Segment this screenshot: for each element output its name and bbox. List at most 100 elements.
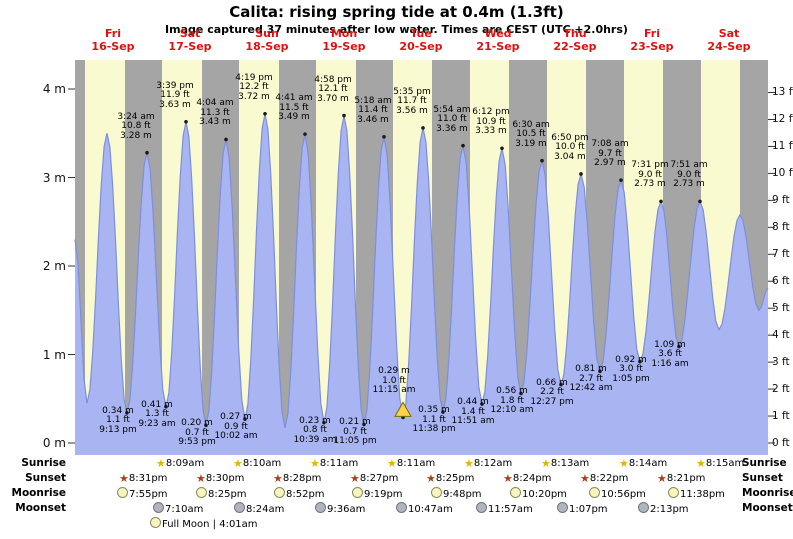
sunset-time: ★8:30pm <box>196 472 244 485</box>
moonset-row-label-left: Moonset <box>15 502 66 514</box>
low-tide-label: 0.35 m 1.1 ft 11:38 pm <box>412 405 456 435</box>
moonset-row-label-right: Moonset <box>742 502 793 514</box>
low-tide-label: 0.92 m 3.0 ft 1:05 pm <box>612 354 650 384</box>
sunset-star-icon: ★ <box>426 472 436 485</box>
low-tide-label: 0.21 m 0.7 ft 11:05 pm <box>333 417 377 447</box>
sunset-time: ★8:31pm <box>119 472 167 485</box>
night-band <box>663 60 701 455</box>
sunset-time: ★8:21pm <box>657 472 705 485</box>
day-header-tue-20-Sep: Tue 20-Sep <box>399 27 443 53</box>
moonrise-row-label-left: Moonrise <box>11 487 67 499</box>
high-tide-label: 7:51 am 9.0 ft 2.73 m <box>670 160 708 190</box>
high-tide-label: 6:50 pm 10.0 ft 3.04 m <box>551 132 589 162</box>
sunset-time-text: 8:28pm <box>282 473 322 484</box>
moonset-time-text: 9:36am <box>327 504 366 515</box>
sunset-time: ★8:25pm <box>426 472 474 485</box>
sunset-time-text: 8:21pm <box>666 473 706 484</box>
sunset-star-icon: ★ <box>350 472 360 485</box>
sunset-star-icon: ★ <box>503 472 513 485</box>
high-tide-label: 7:08 am 9.7 ft 2.97 m <box>591 139 629 169</box>
sunrise-star-icon: ★ <box>696 457 706 470</box>
left-axis-tick-label: 1 m <box>42 347 66 362</box>
low-tide-label: 0.29 m 1.0 ft 11:15 am <box>372 366 416 396</box>
night-band <box>586 60 624 455</box>
right-axis-tick-label: 2 ft <box>772 382 790 395</box>
sunrise-time: ★8:14am <box>619 457 667 470</box>
moonrise-moon-icon <box>117 487 128 498</box>
moonset-time: 9:36am <box>315 502 365 515</box>
moonset-moon-icon <box>557 502 568 513</box>
sunrise-time: ★8:12am <box>464 457 512 470</box>
moonrise-time: 10:20pm <box>510 487 567 500</box>
high-tide-label: 4:41 am 11.5 ft 3.49 m <box>275 93 313 123</box>
right-axis-tick-label: 13 ft <box>772 86 793 99</box>
low-tide-label: 0.56 m 1.8 ft 12:10 am <box>490 386 534 416</box>
moonrise-moon-icon <box>510 487 521 498</box>
moonset-time: 10:47am <box>396 502 453 515</box>
sunrise-row-label-right: Sunrise <box>742 457 787 469</box>
night-band <box>75 60 85 455</box>
moonset-time-text: 11:57am <box>488 504 533 515</box>
sunset-star-icon: ★ <box>657 472 667 485</box>
moonset-moon-icon <box>476 502 487 513</box>
right-axis-tick-label: 1 ft <box>772 409 790 422</box>
moonset-time: 1:07pm <box>557 502 608 515</box>
chart-title: Calita: rising spring tide at 0.4m (1.3f… <box>229 3 564 21</box>
moonset-time: 8:24am <box>234 502 284 515</box>
moonset-moon-icon <box>315 502 326 513</box>
moonrise-moon-icon <box>352 487 363 498</box>
sunset-time: ★8:24pm <box>503 472 551 485</box>
sunset-time-text: 8:30pm <box>205 473 245 484</box>
moonrise-time-text: 11:38pm <box>680 489 725 500</box>
sunrise-time: ★8:15am <box>696 457 744 470</box>
right-axis-tick-label: 0 ft <box>772 436 790 449</box>
moonset-time: 7:10am <box>153 502 203 515</box>
right-axis-tick-label: 5 ft <box>772 301 790 314</box>
moonrise-time-text: 8:25pm <box>208 489 247 500</box>
high-tide-label: 4:04 am 11.3 ft 3.43 m <box>196 98 234 128</box>
sunrise-star-icon: ★ <box>541 457 551 470</box>
sunrise-time-text: 8:13am <box>550 458 590 469</box>
right-axis-tick-label: 9 ft <box>772 193 790 206</box>
moonrise-moon-icon <box>589 487 600 498</box>
sunrise-time-text: 8:15am <box>705 458 745 469</box>
day-header-fri-23-Sep: Fri 23-Sep <box>630 27 674 53</box>
sunrise-star-icon: ★ <box>310 457 320 470</box>
low-tide-label: 0.27 m 0.9 ft 10:02 am <box>214 412 258 442</box>
high-tide-label: 5:54 am 11.0 ft 3.36 m <box>433 104 471 134</box>
right-axis-tick-label: 3 ft <box>772 355 790 368</box>
moonrise-time-text: 10:20pm <box>522 489 567 500</box>
moonset-moon-icon <box>234 502 245 513</box>
high-tide-label: 6:12 pm 10.9 ft 3.33 m <box>472 107 510 137</box>
left-axis-tick-label: 0 m <box>42 436 66 450</box>
chart-subtitle: Image captured 37 minutes after low wate… <box>165 23 628 36</box>
low-tide-label: 0.44 m 1.4 ft 11:51 am <box>451 397 495 427</box>
right-axis-tick-label: 10 ft <box>772 166 793 179</box>
right-axis-tick-label: 11 ft <box>772 139 793 152</box>
sunset-time: ★8:27pm <box>350 472 398 485</box>
full-moon-row: Full Moon | 4:01am <box>150 517 258 530</box>
sunrise-row-label-left: Sunrise <box>21 457 66 469</box>
tide-plot-area <box>75 60 768 455</box>
sunrise-time: ★8:10am <box>233 457 281 470</box>
high-tide-label: 5:35 pm 11.7 ft 3.56 m <box>393 86 431 116</box>
low-tide-label: 0.66 m 2.2 ft 12:27 pm <box>530 377 574 407</box>
moonrise-row-label-right: Moonrise <box>742 487 793 499</box>
sunset-star-icon: ★ <box>273 472 283 485</box>
sunset-star-icon: ★ <box>196 472 206 485</box>
sunrise-time: ★8:11am <box>387 457 435 470</box>
low-tide-label: 0.23 m 0.8 ft 10:39 am <box>293 415 337 445</box>
full-moon-text: Full Moon | 4:01am <box>162 519 258 530</box>
moonrise-time: 11:38pm <box>668 487 725 500</box>
low-tide-label: 0.41 m 1.3 ft 9:23 am <box>138 399 176 429</box>
moonrise-moon-icon <box>431 487 442 498</box>
low-tide-label: 0.34 m 1.1 ft 9:13 pm <box>99 405 137 435</box>
moonrise-moon-icon <box>196 487 207 498</box>
sunrise-time-text: 8:12am <box>473 458 513 469</box>
sunset-row-label-right: Sunset <box>742 472 783 484</box>
sunset-time: ★8:28pm <box>273 472 321 485</box>
high-tide-label: 4:19 pm 12.2 ft 3.72 m <box>235 72 273 102</box>
right-axis-tick-label: 8 ft <box>772 220 790 233</box>
right-axis-tick-label: 7 ft <box>772 247 790 260</box>
sunrise-time-text: 8:09am <box>165 458 205 469</box>
